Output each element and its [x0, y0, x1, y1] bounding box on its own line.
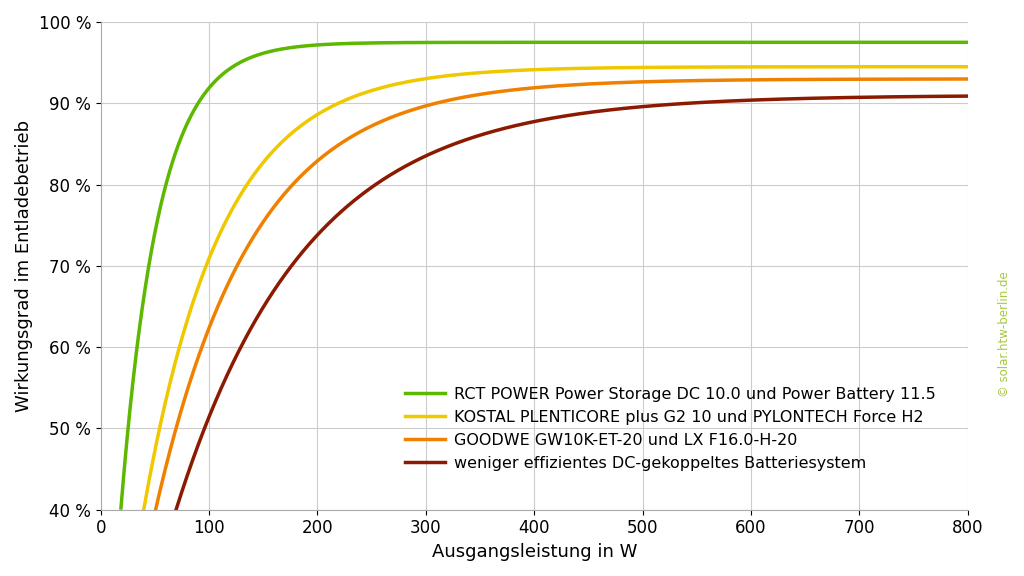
weniger effizientes DC-gekoppeltes Batteriesystem: [617, 105, 630, 112]
Line: GOODWE GW10K-ET-20 und LX F16.0-H-20: GOODWE GW10K-ET-20 und LX F16.0-H-20: [156, 79, 968, 510]
weniger effizientes DC-gekoppeltes Batteriesystem: [577, 110, 589, 117]
RCT POWER Power Storage DC 10.0 und Power Battery 11.5: [609, 39, 622, 46]
KOSTAL PLENTICORE plus G2 10 und PYLONTECH Force H2: [529, 66, 542, 73]
GOODWE GW10K-ET-20 und LX F16.0-H-20: [888, 75, 900, 82]
GOODWE GW10K-ET-20 und LX F16.0-H-20: [150, 506, 162, 513]
RCT POWER Power Storage DC 10.0 und Power Battery 11.5: [453, 39, 465, 46]
RCT POWER Power Storage DC 10.0 und Power Battery 11.5: [115, 505, 127, 511]
KOSTAL PLENTICORE plus G2 10 und PYLONTECH Force H2: [829, 63, 842, 70]
Line: weniger effizientes DC-gekoppeltes Batteriesystem: weniger effizientes DC-gekoppeltes Batte…: [176, 96, 968, 509]
RCT POWER Power Storage DC 10.0 und Power Battery 11.5: [741, 39, 754, 46]
Line: KOSTAL PLENTICORE plus G2 10 und PYLONTECH Force H2: KOSTAL PLENTICORE plus G2 10 und PYLONTE…: [144, 67, 968, 509]
weniger effizientes DC-gekoppeltes Batteriesystem: [221, 371, 233, 378]
GOODWE GW10K-ET-20 und LX F16.0-H-20: [962, 75, 974, 82]
GOODWE GW10K-ET-20 und LX F16.0-H-20: [940, 75, 952, 82]
KOSTAL PLENTICORE plus G2 10 und PYLONTECH Force H2: [350, 92, 362, 99]
KOSTAL PLENTICORE plus G2 10 und PYLONTECH Force H2: [453, 71, 465, 78]
KOSTAL PLENTICORE plus G2 10 und PYLONTECH Force H2: [822, 63, 835, 70]
Line: RCT POWER Power Storage DC 10.0 und Power Battery 11.5: RCT POWER Power Storage DC 10.0 und Powe…: [121, 42, 968, 508]
RCT POWER Power Storage DC 10.0 und Power Battery 11.5: [423, 39, 435, 46]
KOSTAL PLENTICORE plus G2 10 und PYLONTECH Force H2: [138, 505, 151, 512]
KOSTAL PLENTICORE plus G2 10 und PYLONTECH Force H2: [517, 67, 529, 74]
GOODWE GW10K-ET-20 und LX F16.0-H-20: [771, 76, 783, 83]
Legend: RCT POWER Power Storage DC 10.0 und Power Battery 11.5, KOSTAL PLENTICORE plus G: RCT POWER Power Storage DC 10.0 und Powe…: [398, 381, 942, 478]
Y-axis label: Wirkungsgrad im Entladebetrieb: Wirkungsgrad im Entladebetrieb: [15, 120, 33, 412]
GOODWE GW10K-ET-20 und LX F16.0-H-20: [599, 79, 611, 86]
Text: © solar.htw-berlin.de: © solar.htw-berlin.de: [997, 271, 1011, 397]
RCT POWER Power Storage DC 10.0 und Power Battery 11.5: [271, 46, 284, 53]
weniger effizientes DC-gekoppeltes Batteriesystem: [462, 136, 474, 143]
RCT POWER Power Storage DC 10.0 und Power Battery 11.5: [962, 39, 974, 46]
X-axis label: Ausgangsleistung in W: Ausgangsleistung in W: [431, 543, 637, 561]
RCT POWER Power Storage DC 10.0 und Power Battery 11.5: [754, 39, 766, 46]
weniger effizientes DC-gekoppeltes Batteriesystem: [485, 128, 498, 135]
GOODWE GW10K-ET-20 und LX F16.0-H-20: [486, 89, 499, 96]
weniger effizientes DC-gekoppeltes Batteriesystem: [190, 446, 203, 453]
KOSTAL PLENTICORE plus G2 10 und PYLONTECH Force H2: [962, 63, 974, 70]
GOODWE GW10K-ET-20 und LX F16.0-H-20: [706, 77, 718, 84]
weniger effizientes DC-gekoppeltes Batteriesystem: [170, 506, 182, 513]
weniger effizientes DC-gekoppeltes Batteriesystem: [962, 93, 974, 100]
